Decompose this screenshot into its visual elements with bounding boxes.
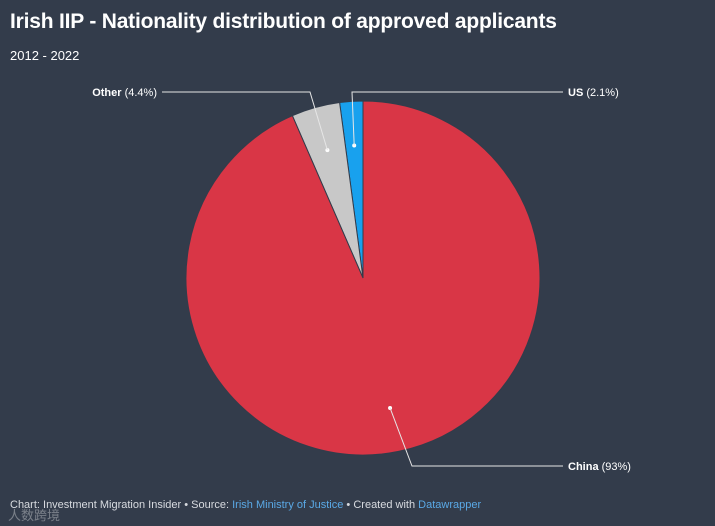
chart-footer: Chart: Investment Migration Insider • So…: [10, 499, 481, 511]
leader-line-us: [351, 91, 563, 146]
footer-created: • Created with: [343, 499, 419, 511]
slice-label-us: US (2.1%): [568, 87, 619, 99]
chart-subtitle: 2012 - 2022: [10, 48, 80, 63]
watermark: 人数跨境: [8, 508, 61, 523]
leader-line-china: [389, 407, 563, 467]
datawrapper-link[interactable]: Datawrapper: [418, 499, 482, 511]
source-link[interactable]: Irish Ministry of Justice: [232, 499, 344, 511]
pie-slice-china[interactable]: [185, 100, 541, 456]
chart-title: Irish IIP - Nationality distribution of …: [10, 10, 557, 33]
slice-label-china: China (93%): [568, 461, 631, 473]
footer-credit: Chart: Investment Migration Insider • So…: [10, 499, 233, 511]
slice-label-other: Other (4.4%): [92, 87, 157, 99]
leader-line-other: [162, 91, 328, 151]
